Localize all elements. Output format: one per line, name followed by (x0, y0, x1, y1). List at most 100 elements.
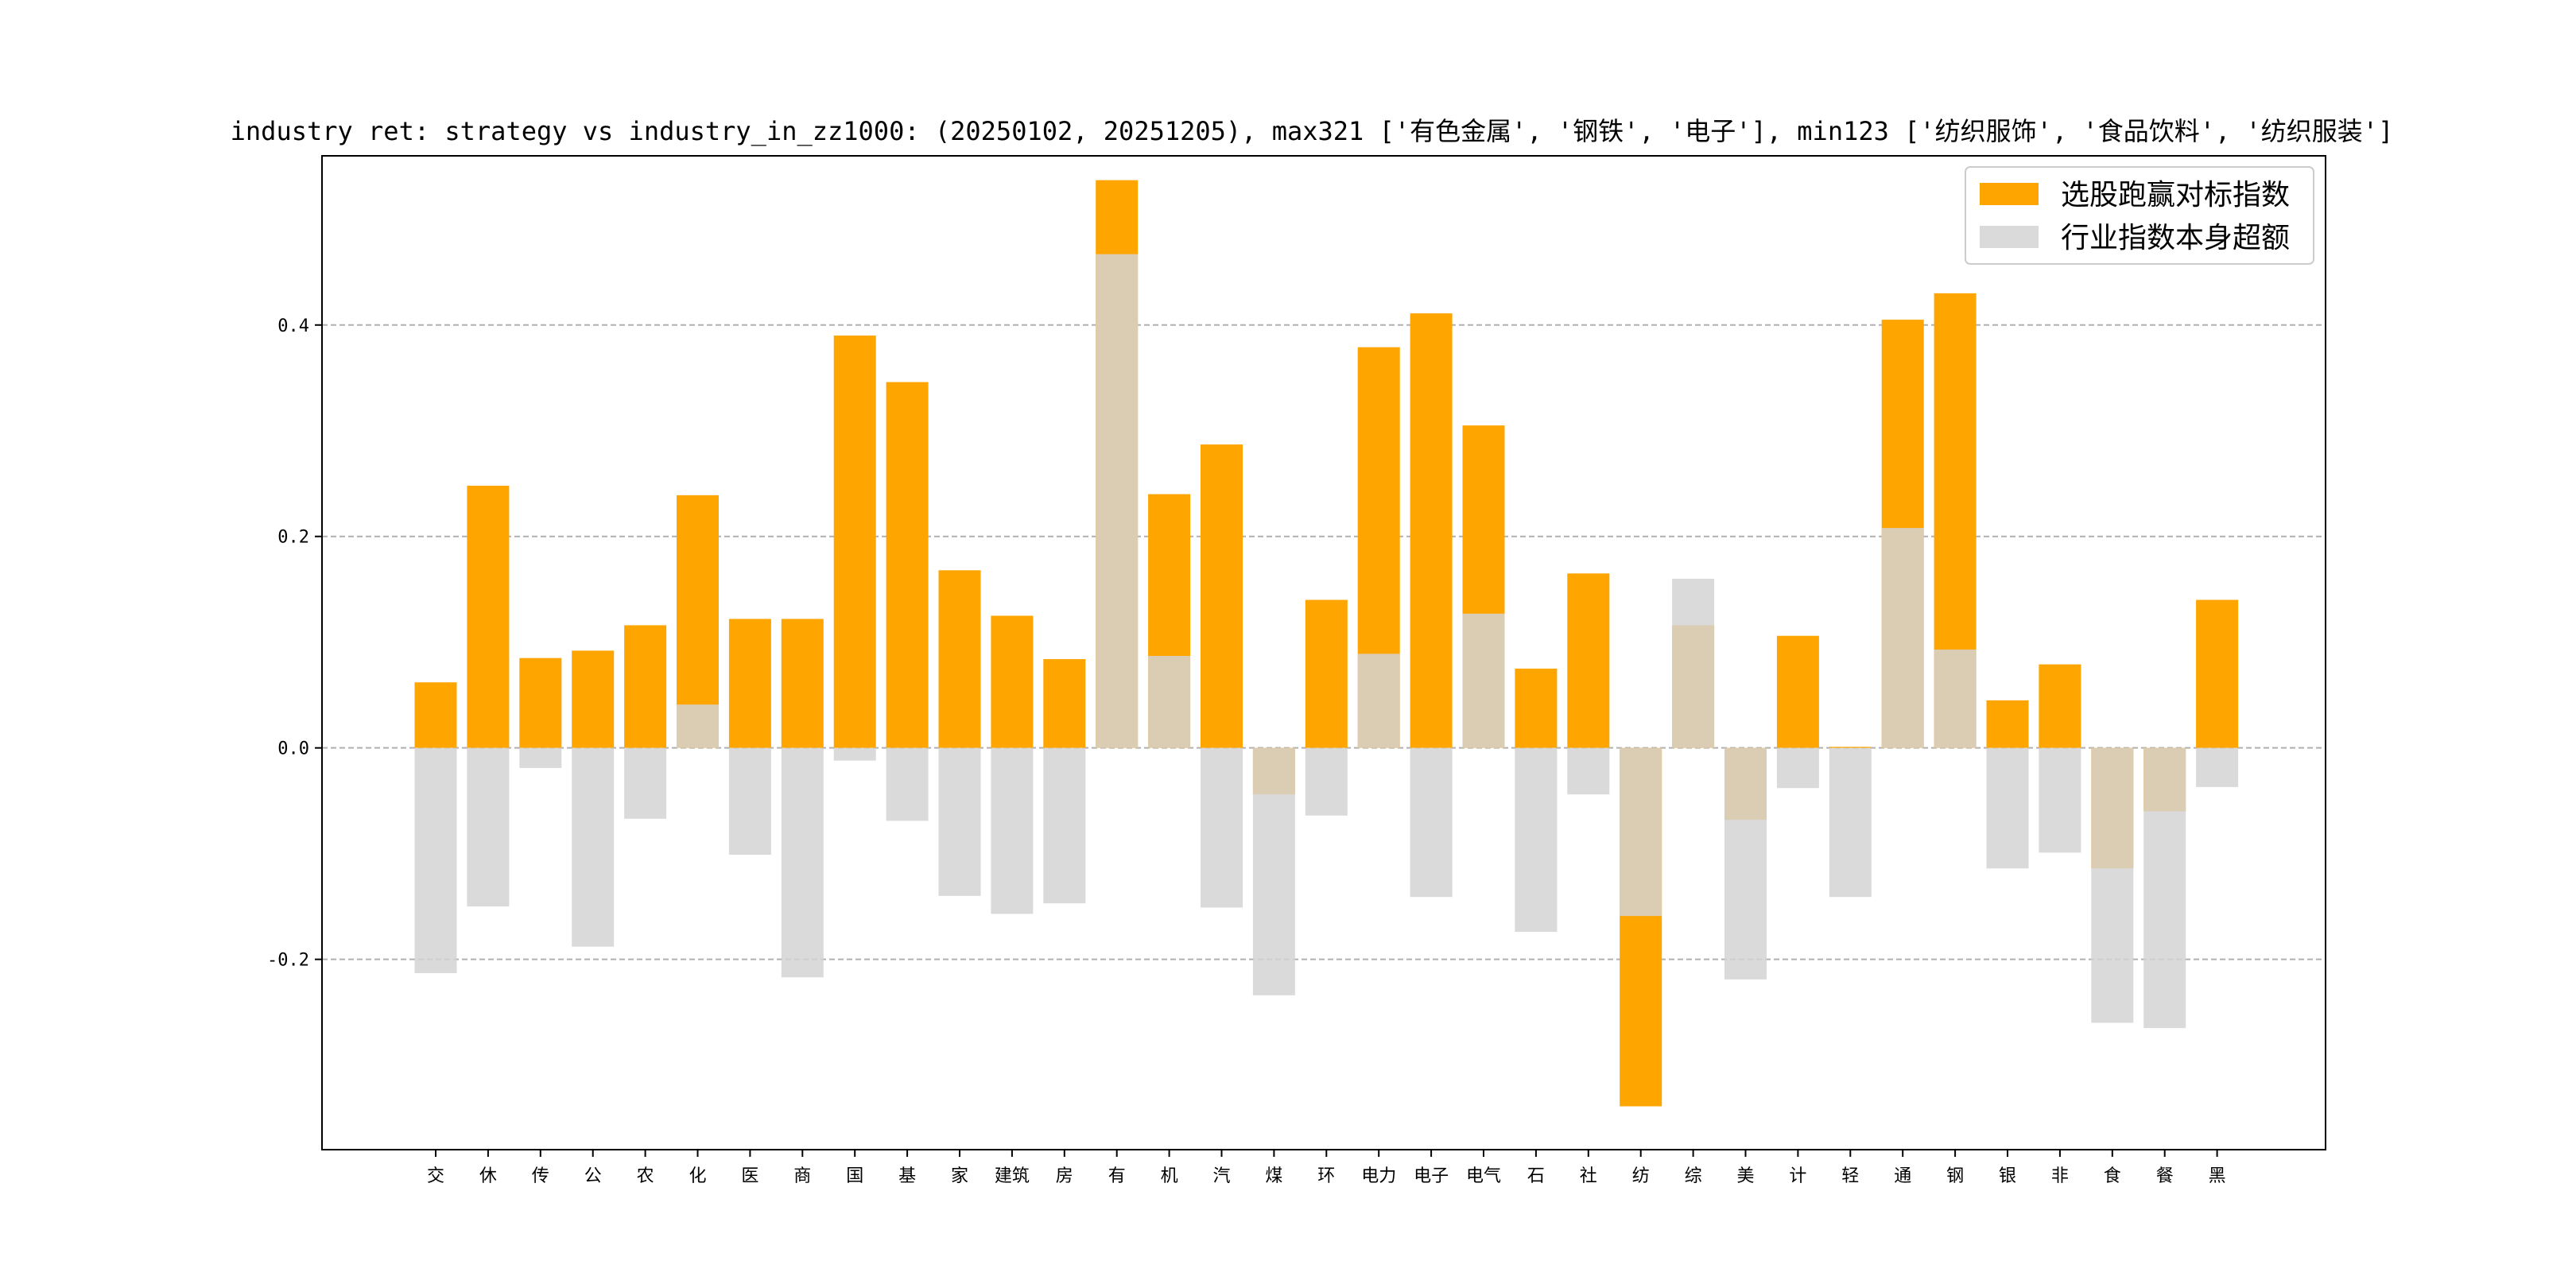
x-tick-label: 计 (1789, 1166, 1806, 1186)
legend-label-industry: 行业指数本身超额 (2061, 222, 2290, 254)
x-tick-label: 化 (689, 1166, 706, 1186)
legend: 选股跑赢对标指数 行业指数本身超额 (1965, 166, 2314, 265)
x-tick-label: 食 (2104, 1166, 2121, 1186)
legend-swatch-industry (1980, 226, 2039, 248)
bar-strategy-26 (1776, 635, 1819, 748)
bar-industry-20 (1462, 613, 1505, 748)
bar-industry-7 (781, 747, 824, 978)
bar-industry-4 (624, 747, 667, 819)
legend-swatch-strategy (1980, 183, 2039, 205)
x-axis: 交 休 传 公 农 化 医 商 国 基 家 建筑 房 有 机 汽 煤 环 电力 电子 电气 石 社 纺 综 美 计 轻 通 钢 银 非 食 餐 黑 (427, 1150, 2226, 1186)
bar-industry-9 (886, 747, 929, 821)
y-tick-label: 0.0 (277, 739, 309, 759)
bar-industry-33 (2143, 747, 2186, 1029)
bar-strategy-8 (833, 336, 876, 748)
y-tick-label: 0.4 (277, 316, 309, 336)
bar-industry-32 (2091, 747, 2134, 1023)
x-tick-label: 公 (584, 1166, 602, 1186)
bar-strategy-6 (728, 619, 771, 748)
bar-industry-27 (1829, 747, 1872, 898)
x-tick-label: 电子 (1414, 1166, 1449, 1186)
y-axis: -0.2 0.0 0.2 0.4 (267, 316, 322, 971)
bar-industry-14 (1148, 655, 1191, 748)
bar-industry-12 (1043, 747, 1086, 904)
bar-industry-18 (1357, 654, 1400, 748)
bar-strategy-21 (1515, 668, 1558, 748)
bar-strategy-31 (2039, 664, 2081, 748)
bar-industry-26 (1776, 747, 1819, 789)
x-tick-label: 休 (479, 1166, 497, 1186)
x-tick-label: 美 (1736, 1166, 1754, 1186)
x-tick-label: 交 (427, 1166, 444, 1186)
bars (414, 180, 2239, 1107)
bar-strategy-7 (781, 619, 824, 748)
bar-strategy-34 (2196, 599, 2239, 748)
legend-label-strategy: 选股跑赢对标指数 (2061, 179, 2290, 211)
x-tick-label: 国 (846, 1166, 863, 1186)
bar-strategy-1 (467, 485, 510, 748)
x-tick-label: 家 (951, 1166, 968, 1186)
bar-industry-34 (2196, 747, 2239, 787)
x-tick-label: 轻 (1841, 1166, 1859, 1186)
y-tick-label: -0.2 (267, 951, 309, 971)
bar-strategy-19 (1410, 313, 1453, 748)
bar-strategy-10 (938, 570, 981, 748)
legend-box (1965, 166, 2314, 265)
bar-industry-23 (1620, 747, 1662, 917)
x-tick-label: 农 (637, 1166, 654, 1186)
bar-industry-25 (1724, 747, 1767, 980)
x-tick-label: 电力 (1361, 1166, 1396, 1186)
bar-strategy-11 (991, 615, 1034, 748)
bar-strategy-4 (624, 625, 667, 748)
x-tick-label: 环 (1317, 1166, 1335, 1186)
bar-strategy-30 (1986, 700, 2029, 748)
bar-industry-0 (414, 747, 457, 973)
bar-industry-24 (1672, 578, 1715, 748)
bar-industry-19 (1410, 747, 1453, 898)
x-tick-label: 煤 (1265, 1166, 1282, 1186)
bar-strategy-22 (1567, 573, 1610, 748)
x-tick-label: 基 (898, 1166, 916, 1186)
bar-industry-3 (572, 747, 615, 947)
x-tick-label: 电气 (1466, 1166, 1501, 1186)
bar-strategy-12 (1043, 658, 1086, 748)
chart-title: industry ret: strategy vs industry_in_zz… (231, 116, 2394, 146)
bar-industry-31 (2039, 747, 2081, 853)
x-tick-label: 商 (793, 1166, 811, 1186)
bar-industry-28 (1881, 528, 1924, 748)
x-tick-label: 医 (741, 1166, 758, 1186)
bar-industry-15 (1201, 747, 1243, 908)
x-tick-label: 石 (1527, 1166, 1545, 1186)
bar-industry-16 (1252, 747, 1295, 995)
y-tick-label: 0.2 (277, 528, 309, 548)
x-tick-label: 非 (2051, 1166, 2069, 1186)
x-tick-label: 通 (1894, 1166, 1911, 1186)
x-tick-label: 机 (1161, 1166, 1178, 1186)
bar-industry-13 (1096, 254, 1139, 748)
x-tick-label: 纺 (1632, 1166, 1650, 1186)
bar-industry-30 (1986, 747, 2029, 869)
bar-strategy-17 (1305, 599, 1348, 748)
x-tick-label: 有 (1108, 1166, 1126, 1186)
bar-strategy-0 (414, 682, 457, 748)
bar-industry-8 (833, 747, 876, 761)
plot-frame (321, 155, 2326, 1150)
x-tick-label: 建筑 (995, 1166, 1030, 1186)
x-tick-label: 房 (1056, 1166, 1073, 1186)
bar-industry-22 (1567, 747, 1610, 795)
bar-industry-2 (519, 747, 562, 768)
bar-industry-29 (1934, 650, 1977, 748)
bar-strategy-9 (886, 382, 929, 748)
x-tick-label: 钢 (1946, 1166, 1964, 1186)
bar-strategy-3 (572, 650, 615, 748)
x-tick-label: 汽 (1212, 1166, 1230, 1186)
x-tick-label: 餐 (2156, 1166, 2174, 1186)
bar-industry-10 (938, 747, 981, 896)
x-tick-label: 银 (1999, 1166, 2016, 1186)
bar-industry-17 (1305, 747, 1348, 816)
bar-industry-5 (677, 704, 719, 748)
bar-industry-1 (467, 747, 510, 907)
bar-strategy-2 (519, 658, 562, 748)
x-tick-label: 综 (1685, 1166, 1702, 1186)
